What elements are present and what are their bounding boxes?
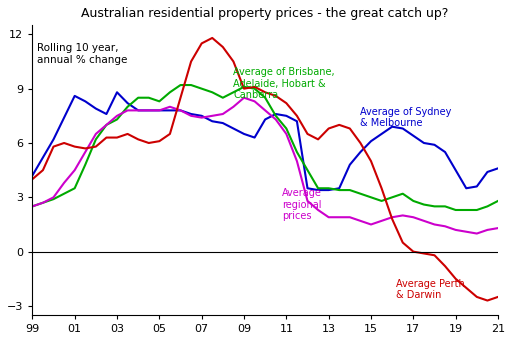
Text: Average Perth
& Darwin: Average Perth & Darwin: [396, 279, 465, 300]
Text: Average of Brisbane,
Adelaide, Hobart &
Canberra: Average of Brisbane, Adelaide, Hobart & …: [233, 67, 335, 100]
Text: Average
regional
prices: Average regional prices: [282, 188, 322, 221]
Title: Australian residential property prices - the great catch up?: Australian residential property prices -…: [81, 7, 449, 20]
Text: Average of Sydney
& Melbourne: Average of Sydney & Melbourne: [360, 107, 452, 128]
Text: Rolling 10 year,
annual % change: Rolling 10 year, annual % change: [36, 43, 127, 65]
